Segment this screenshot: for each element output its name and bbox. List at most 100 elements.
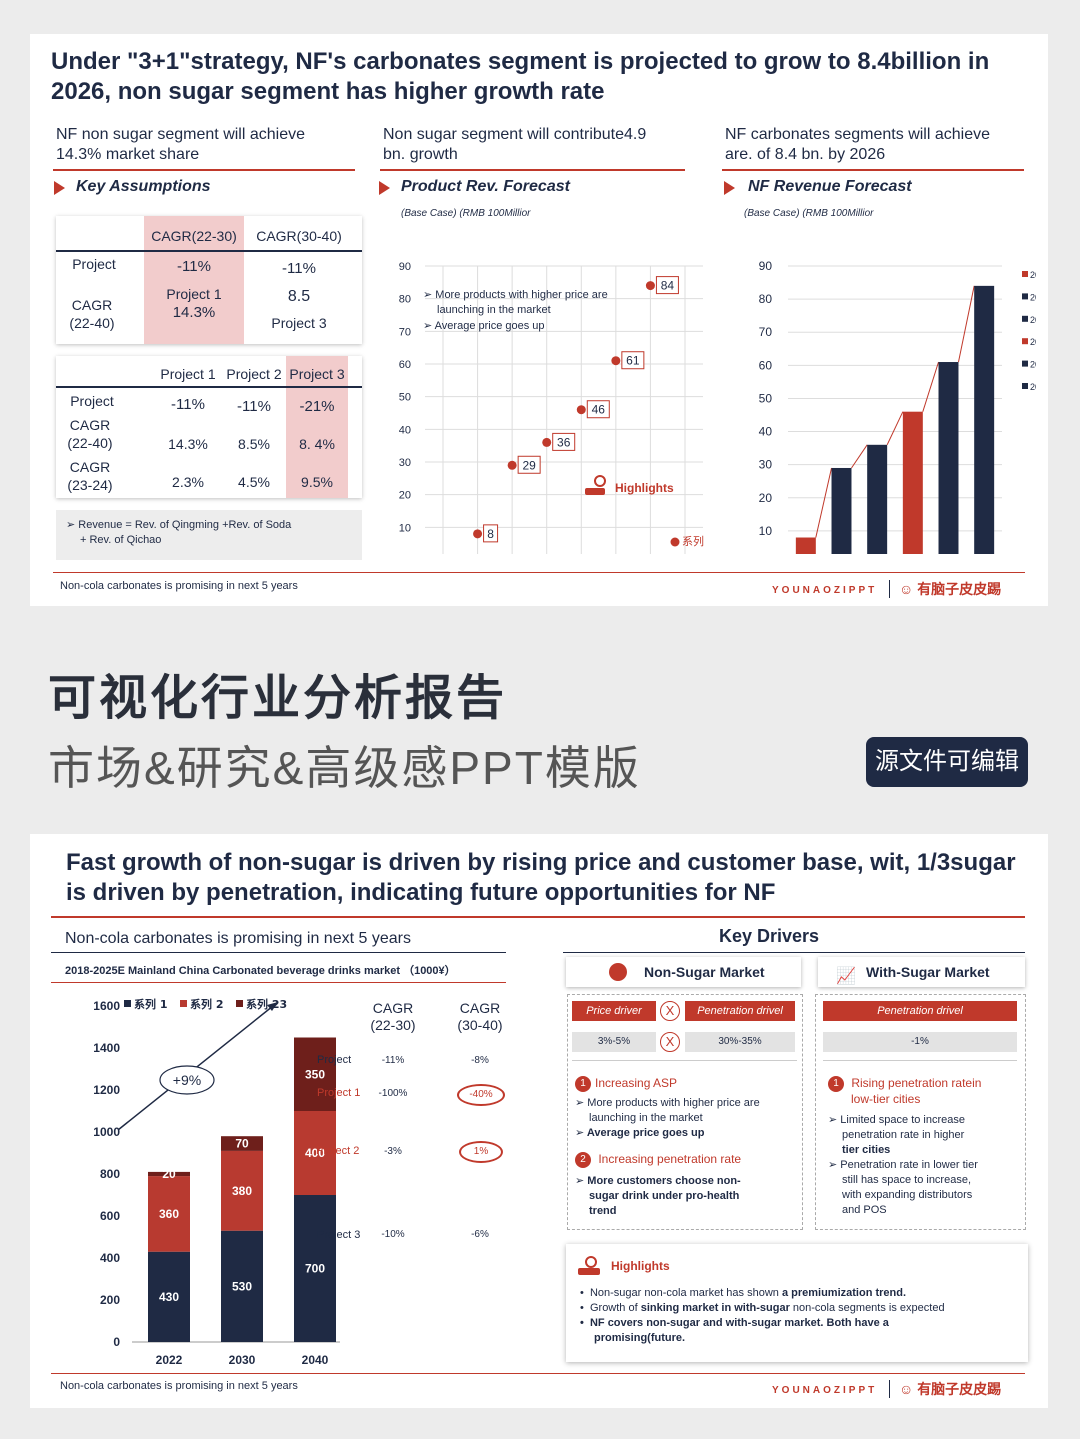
cagr-30-40-header-line2: (30-40) [457,1017,503,1033]
stack-segment-label: 360 [159,1207,179,1221]
key-assumptions-table-2: Project 1 Project 2 Project 3 Project CA… [56,356,362,498]
table2-value: 2.3% [172,474,204,490]
bar [867,444,888,554]
divider [823,1060,1017,1061]
multiply-icon: X [660,1001,680,1021]
bar-legend-swatch [1022,271,1028,277]
cagr-value-circled: -40% [457,1084,505,1106]
highlight-hand-icon [585,475,606,495]
scatter-data-label: 8 [487,527,494,541]
non-sugar-drivers-box [567,994,803,1230]
bar-legend-swatch [1022,293,1028,300]
bar-connector-line [886,411,904,446]
table2-value: -11% [171,396,205,413]
table2-row-cagr-23-24: CAGR (23-24) [56,458,124,494]
table1-project1-label: Project 1 [166,286,222,302]
scatter-data-label-box [655,276,679,295]
slide-bottom: Fast growth of non-sugar is driven by ri… [30,834,1048,1408]
table1-row-project: Project [72,256,116,272]
scatter-ytick-label: 80 [399,294,411,306]
highlights-box: Highlights • Non-sugar non-cola market h… [566,1244,1028,1362]
growth-arrow-line [117,1001,279,1131]
market-chart-subtitle: 2018-2025E Mainland China Carbonated bev… [65,965,456,977]
bar-legend-label: 2023 [1030,292,1036,302]
slide1-title: Under "3+1"strategy, NF's carbonates seg… [51,47,989,107]
editable-source-button[interactable]: 源文件可编辑 [866,737,1028,787]
with-sugar-growth-value: -1% [823,1032,1017,1052]
tab-non-sugar-label: Non-Sugar Market [644,964,765,980]
scatter-point [576,405,586,415]
scatter-ytick-label: 20 [399,490,411,502]
cagr-value-circled: 1% [459,1141,503,1163]
col2-divider [380,169,685,171]
stack-segment-label: 70 [235,1137,249,1151]
product-rev-forecast-chart: (Base Case) (RMB 100Millior 010203040506… [399,208,705,554]
with-sugar-b2-line2: still has space to increase, [842,1174,972,1186]
with-sugar-b1-line2: penetration rate in higher [842,1129,965,1141]
bar-ytick-label: 40 [759,425,773,439]
table2-row-cagr-23-24-line2: (23-24) [67,477,113,493]
bar-ytick-label: 60 [759,358,773,372]
brand-face-icon: ☺ [899,581,914,597]
highlight-3-line2: promising(future. [594,1332,686,1344]
col2-header: Non sugar segment will contribute4.9 bn.… [383,125,646,165]
triangle-icon [54,181,65,195]
bar-connector-line [851,444,868,469]
scatter-ytick-label: 30 [399,457,411,469]
slide2-title: Fast growth of non-sugar is driven by ri… [66,848,1016,908]
table1-project3-label: Project 3 [271,315,327,331]
market-stacked-bar-chart: 系列 1 系列 2 系列 23 0 200 400 600 800 1000 1200 1400 1… [93,997,340,1367]
stack-segment [294,1111,336,1195]
col1-header: NF non sugar segment will achieve 14.3% … [56,125,305,165]
driver-asp-title: Increasing ASP [595,1076,678,1091]
table2-row-cagr-23-24-line1: CAGR [69,459,111,475]
driver-asp-bullet2: Average price goes up [586,1127,705,1139]
scatter-subtitle: (Base Case) (RMB 100Millior [401,208,531,219]
nf-revenue-forecast-chart: (Base Case) (RMB 100Millior 010203040506… [744,208,1036,554]
highlight-column [144,216,244,344]
stack-xtick-label: 2030 [229,1353,256,1367]
cagr-30-40-header: CAGR (30-40) [445,1000,515,1034]
tab-non-sugar-market[interactable]: Non-Sugar Market [566,957,801,987]
scatter-data-label-box [621,351,645,370]
cagr-value: -100% [378,1088,408,1099]
cagr-value: -11% [381,1055,405,1066]
bar-connector-line [922,361,939,412]
driver-asp-block: 1 Increasing ASP ➢ More products with hig… [575,1076,797,1141]
key-drivers-rule [563,952,1025,953]
cagr-22-30-header: CAGR (22-30) [358,1000,428,1034]
tab-with-sugar-market[interactable]: 📈 With-Sugar Market [818,957,1025,987]
stack-legend-label: 系列 1 [134,997,167,1011]
highlight-3-line1: NF covers non-sugar and with-sugar marke… [589,1317,889,1329]
with-sugar-drivers-box [815,994,1026,1230]
scatter-point [542,437,552,447]
scatter-y-axis: 0102030405060708090 [399,261,411,534]
cagr-row-label: Project 3 [317,1229,361,1241]
bar [831,467,852,554]
slide2-left-header: Non-cola carbonates is promising in next… [65,930,411,947]
with-sugar-b2-line4: and POS [842,1204,887,1216]
scatter-note-2-text: Average price goes up [435,320,545,332]
driver-penetration-title: Increasing penetration rate [598,1152,742,1167]
stack-segment-label: 700 [305,1262,325,1276]
stack-ytick-label: 1200 [93,1083,120,1097]
cagr-30-40-header-line1: CAGR [459,1000,501,1016]
cagr-row-label: Project 1 [317,1087,361,1099]
scatter-data-label: 36 [557,435,571,449]
penetration-growth-value: 30%-35% [685,1032,795,1052]
arrow-bullet-icon: ➢ [66,519,79,531]
growth-ellipse [159,1065,215,1095]
stack-ytick-label: 1600 [93,999,120,1013]
bar-ytick-label: 10 [759,524,773,538]
scatter-ytick-label: 70 [399,326,411,338]
brand-logo-cn: 有脑子皮皮踢 [917,581,1002,597]
price-driver-pill: Price driver [572,1001,656,1021]
stack-xtick-label: 2022 [156,1353,183,1367]
scatter-data-label-box [552,432,576,451]
brand-logo-cn: 有脑子皮皮踢 [917,1381,1002,1397]
table2-row-cagr-22-40: CAGR (22-40) [56,416,124,452]
bar-connector-line [957,285,975,363]
driver-penetration-line3: trend [589,1205,617,1217]
scatter-data-label-box [586,400,610,419]
scatter-point [507,460,517,470]
